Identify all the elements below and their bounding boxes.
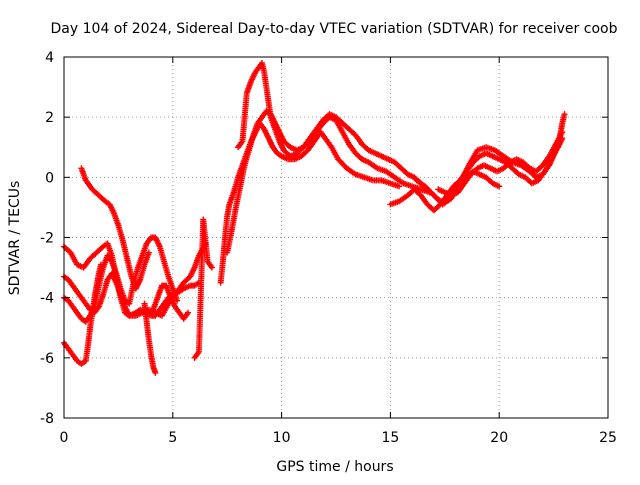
data-point bbox=[185, 309, 192, 316]
gridlines bbox=[64, 57, 608, 418]
data-point bbox=[97, 261, 104, 268]
data-point bbox=[152, 369, 159, 376]
y-tick-label: -6 bbox=[40, 351, 54, 367]
x-tick-label: 10 bbox=[273, 430, 291, 446]
series-track-f bbox=[141, 300, 159, 376]
y-axis-label: SDTVAR / TECUs bbox=[7, 181, 23, 296]
data-point bbox=[559, 129, 566, 136]
x-tick-label: 20 bbox=[490, 430, 508, 446]
y-tick-label: 2 bbox=[45, 110, 54, 126]
series-track-b bbox=[61, 240, 209, 319]
data-point bbox=[561, 111, 568, 118]
y-tick-label: -8 bbox=[40, 411, 54, 427]
x-tick-label: 5 bbox=[168, 430, 177, 446]
series-track-g bbox=[150, 282, 192, 322]
data-point bbox=[145, 249, 152, 256]
x-tick-label: 0 bbox=[60, 430, 69, 446]
data-point bbox=[496, 183, 503, 190]
series-track-n bbox=[435, 129, 566, 199]
axis-ticks: 0 5 10 15 20 25 -8 -6 -4 -2 0 2 4 bbox=[40, 50, 617, 446]
series-track-e bbox=[61, 261, 104, 367]
x-axis-label: GPS time / hours bbox=[276, 459, 393, 475]
data-point bbox=[208, 264, 215, 271]
y-tick-label: 0 bbox=[45, 170, 54, 186]
x-tick-label: 15 bbox=[381, 430, 399, 446]
y-tick-label: -4 bbox=[40, 291, 54, 307]
data-point bbox=[396, 183, 403, 190]
series-track-i bbox=[217, 120, 403, 286]
x-tick-label: 25 bbox=[599, 430, 617, 446]
data-point bbox=[174, 297, 181, 304]
y-tick-label: 4 bbox=[45, 50, 54, 66]
y-tick-label: -2 bbox=[40, 231, 54, 247]
data-markers bbox=[61, 60, 568, 376]
series-track-d bbox=[78, 165, 152, 292]
series-track-h bbox=[191, 216, 215, 361]
chart-title: Day 104 of 2024, Sidereal Day-to-day VTE… bbox=[51, 21, 618, 37]
series-track-j bbox=[224, 108, 433, 256]
